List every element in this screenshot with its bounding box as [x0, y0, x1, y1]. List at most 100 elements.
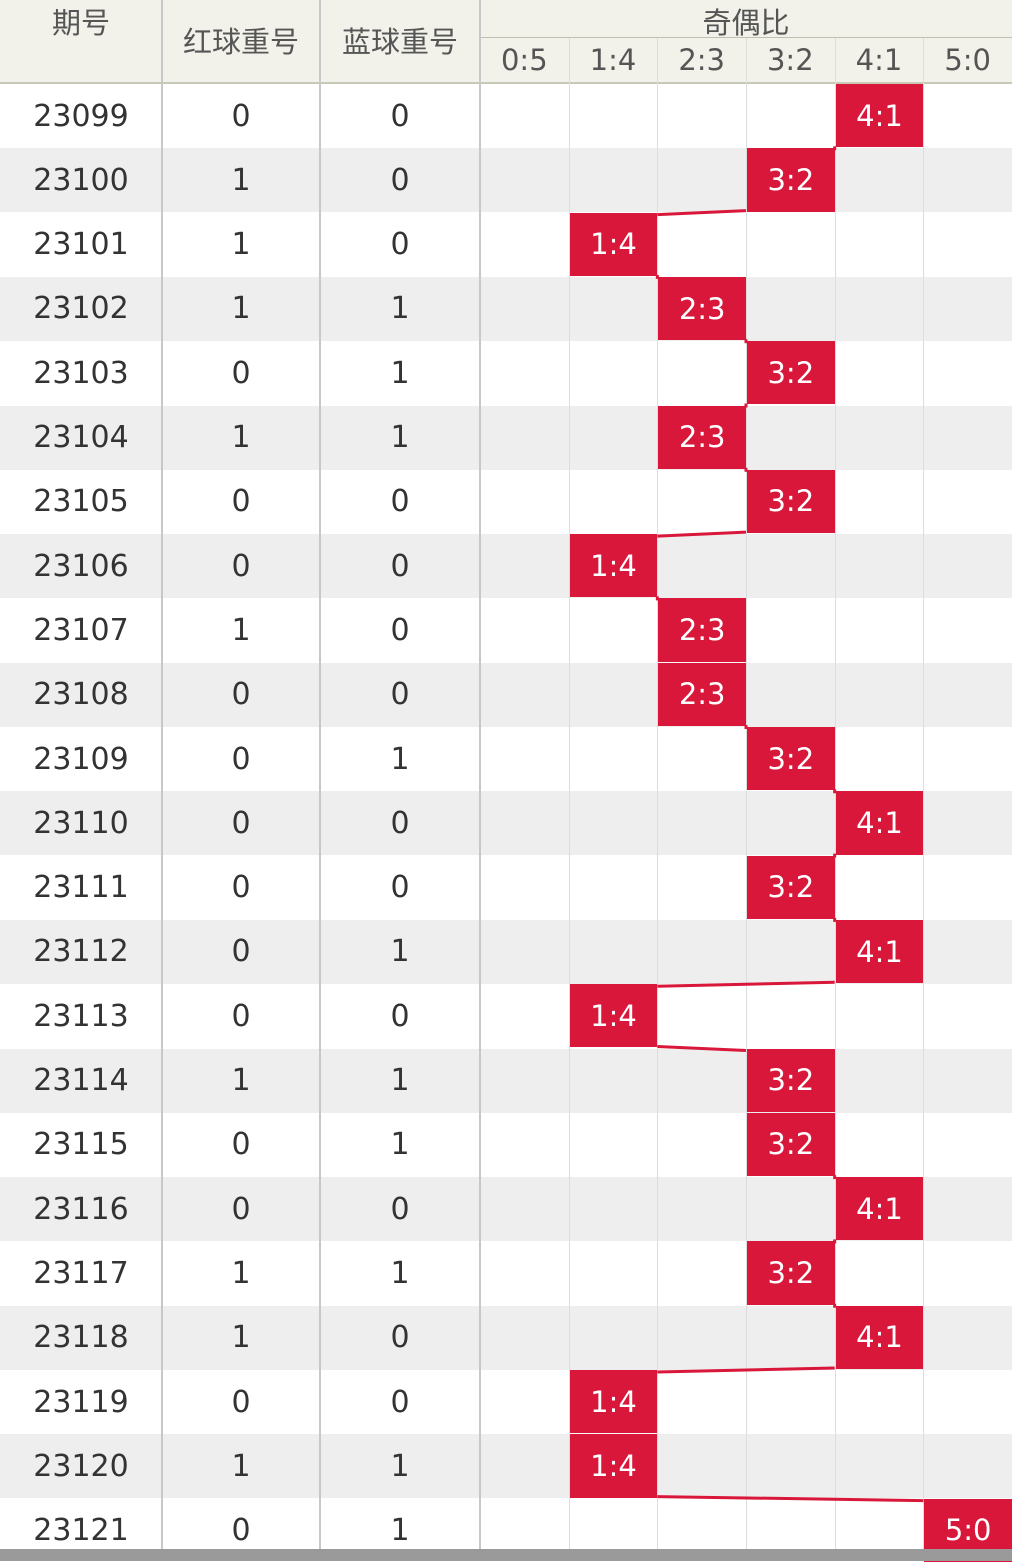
- red-repeat-cell: 0: [231, 741, 251, 777]
- red-repeat-cell: 0: [231, 1513, 251, 1549]
- period-cell: 23100: [33, 162, 129, 198]
- ratio-marker: 3:2: [747, 469, 835, 534]
- table-row: 23120 1 1: [0, 1434, 1012, 1499]
- red-repeat-cell: 1: [231, 1320, 251, 1356]
- table-row: 23113 0 0: [0, 984, 1012, 1049]
- table-row: 23117 1 1: [0, 1241, 1012, 1306]
- period-cell: 23116: [33, 1191, 129, 1227]
- blue-repeat-cell: 0: [390, 612, 410, 648]
- period-cell: 23114: [33, 1063, 129, 1098]
- period-cell: 23117: [33, 1255, 129, 1291]
- red-repeat-cell: 0: [231, 1384, 251, 1420]
- column-divider: [479, 0, 481, 1561]
- header-divider: [480, 37, 1012, 38]
- red-repeat-cell: 1: [231, 612, 251, 648]
- blue-repeat-cell: 1: [390, 1513, 410, 1549]
- table-row: 23114 1 1: [0, 1048, 1012, 1113]
- table-row: 23103 0 1: [0, 341, 1012, 406]
- ratio-column-divider: [568, 38, 570, 1549]
- blue-repeat-cell: 1: [390, 291, 410, 327]
- red-repeat-cell: 0: [231, 677, 251, 713]
- table-row: 23115 0 1: [0, 1112, 1012, 1177]
- ratio-marker: 1:4: [569, 1434, 658, 1498]
- column-divider: [319, 0, 321, 1561]
- column-divider: [161, 0, 163, 1561]
- blue-repeat-cell: 0: [390, 484, 410, 520]
- period-cell: 23101: [33, 227, 129, 263]
- ratio-marker: 2:3: [658, 662, 746, 726]
- red-repeat-cell: 1: [231, 420, 251, 455]
- ratio-marker: 4:1: [835, 791, 924, 855]
- table-row: 23111 0 0: [0, 855, 1012, 920]
- ratio-marker: 4:1: [835, 84, 924, 148]
- ratio-column-divider: [923, 38, 925, 1549]
- blue-repeat-header: 蓝球重号: [341, 25, 458, 59]
- red-repeat-cell: 1: [231, 1063, 251, 1098]
- red-repeat-cell: 0: [231, 355, 251, 391]
- red-repeat-header: 红球重号: [182, 25, 299, 59]
- red-repeat-cell: 1: [231, 291, 251, 327]
- period-cell: 23103: [33, 355, 129, 391]
- ratio-marker: 3:2: [747, 148, 835, 212]
- table-row: 23107 1 0: [0, 598, 1012, 663]
- table-row: 23109 0 1: [0, 727, 1012, 791]
- ratio-marker: 3:2: [747, 727, 835, 791]
- ratio-group-header: 奇偶比: [702, 6, 790, 40]
- table-row: 23104 1 1: [0, 405, 1012, 470]
- table-row: 23102 1 1: [0, 276, 1012, 341]
- red-repeat-cell: 0: [231, 98, 251, 134]
- blue-repeat-cell: 0: [390, 870, 410, 906]
- period-cell: 23105: [33, 484, 129, 520]
- red-repeat-cell: 0: [231, 998, 251, 1034]
- blue-repeat-cell: 0: [390, 1384, 410, 1420]
- blue-repeat-cell: 1: [390, 741, 410, 777]
- blue-repeat-cell: 0: [390, 677, 410, 713]
- blue-repeat-cell: 1: [390, 1448, 410, 1484]
- period-cell: 23102: [33, 291, 129, 327]
- period-cell: 23109: [33, 741, 129, 777]
- red-repeat-cell: 1: [231, 1448, 251, 1484]
- ratio-marker: 3:2: [747, 341, 835, 405]
- red-repeat-cell: 0: [231, 870, 251, 906]
- table-row: 23119 0 0: [0, 1370, 1012, 1434]
- blue-repeat-cell: 0: [390, 227, 410, 263]
- red-repeat-cell: 1: [231, 1255, 251, 1291]
- ratio-marker: 2:3: [658, 598, 746, 662]
- blue-repeat-cell: 1: [390, 1063, 410, 1098]
- blue-repeat-cell: 0: [390, 162, 410, 198]
- table-header: 期号 红球重号 蓝球重号 奇偶比 0:5 1:4 2:3 3:2 4:1 5:0: [0, 0, 1012, 84]
- blue-repeat-cell: 0: [390, 998, 410, 1034]
- period-cell: 23118: [33, 1320, 129, 1356]
- period-cell: 23121: [33, 1513, 129, 1549]
- ratio-header-0-5: 0:5: [500, 43, 548, 77]
- period-cell: 23107: [33, 612, 129, 648]
- table-row: 23108 0 0: [0, 662, 1012, 727]
- period-cell: 23119: [33, 1384, 129, 1420]
- blue-repeat-cell: 1: [390, 934, 410, 970]
- ratio-marker: 1:4: [569, 212, 658, 276]
- period-cell: 23099: [33, 98, 129, 134]
- blue-repeat-cell: 1: [390, 420, 410, 455]
- ratio-header-2-3: 2:3: [678, 43, 725, 77]
- blue-repeat-cell: 0: [390, 98, 410, 134]
- table-row: 23106 0 0: [0, 534, 1012, 599]
- period-cell: 23110: [33, 805, 129, 841]
- blue-repeat-cell: 1: [390, 1255, 410, 1291]
- red-repeat-cell: 0: [231, 548, 251, 584]
- blue-repeat-cell: 1: [390, 355, 410, 391]
- ratio-header-4-1: 4:1: [855, 43, 903, 77]
- ratio-column-divider: [746, 38, 747, 1549]
- ratio-marker: 1:4: [569, 984, 658, 1048]
- ratio-marker: 4:1: [835, 919, 924, 984]
- ratio-marker: 1:4: [569, 534, 658, 598]
- period-header: 期号: [51, 6, 110, 40]
- blue-repeat-cell: 0: [390, 548, 410, 584]
- ratio-marker: 4:1: [835, 1305, 924, 1369]
- ratio-marker: 3:2: [747, 1112, 835, 1177]
- period-cell: 23106: [33, 548, 129, 584]
- blue-repeat-cell: 0: [390, 805, 410, 841]
- period-cell: 23120: [33, 1448, 129, 1484]
- period-cell: 23112: [33, 934, 129, 970]
- ratio-marker: 2:3: [658, 276, 746, 341]
- red-repeat-cell: 0: [231, 1191, 251, 1227]
